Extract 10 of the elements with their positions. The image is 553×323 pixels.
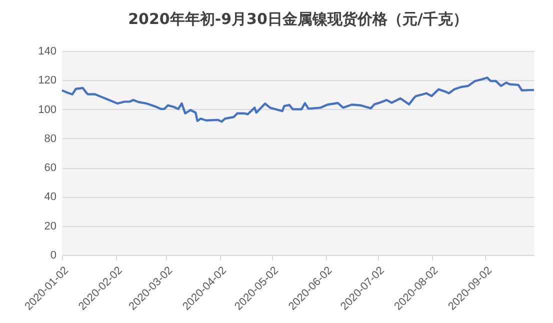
- y-tick-label: 120: [38, 74, 56, 87]
- y-tick-label: 20: [44, 220, 56, 232]
- y-tick-label: 60: [44, 162, 56, 174]
- y-tick-label: 100: [38, 104, 56, 116]
- line-series: [60, 76, 536, 123]
- y-tick-label: 140: [38, 46, 56, 58]
- y-tick-label: 40: [44, 191, 56, 204]
- y-tick-label: 0: [50, 250, 56, 262]
- y-tick-label: 80: [44, 132, 56, 145]
- chart-title: 2020年年初-9月30日金属镍现货价格（元/千克）: [128, 10, 468, 28]
